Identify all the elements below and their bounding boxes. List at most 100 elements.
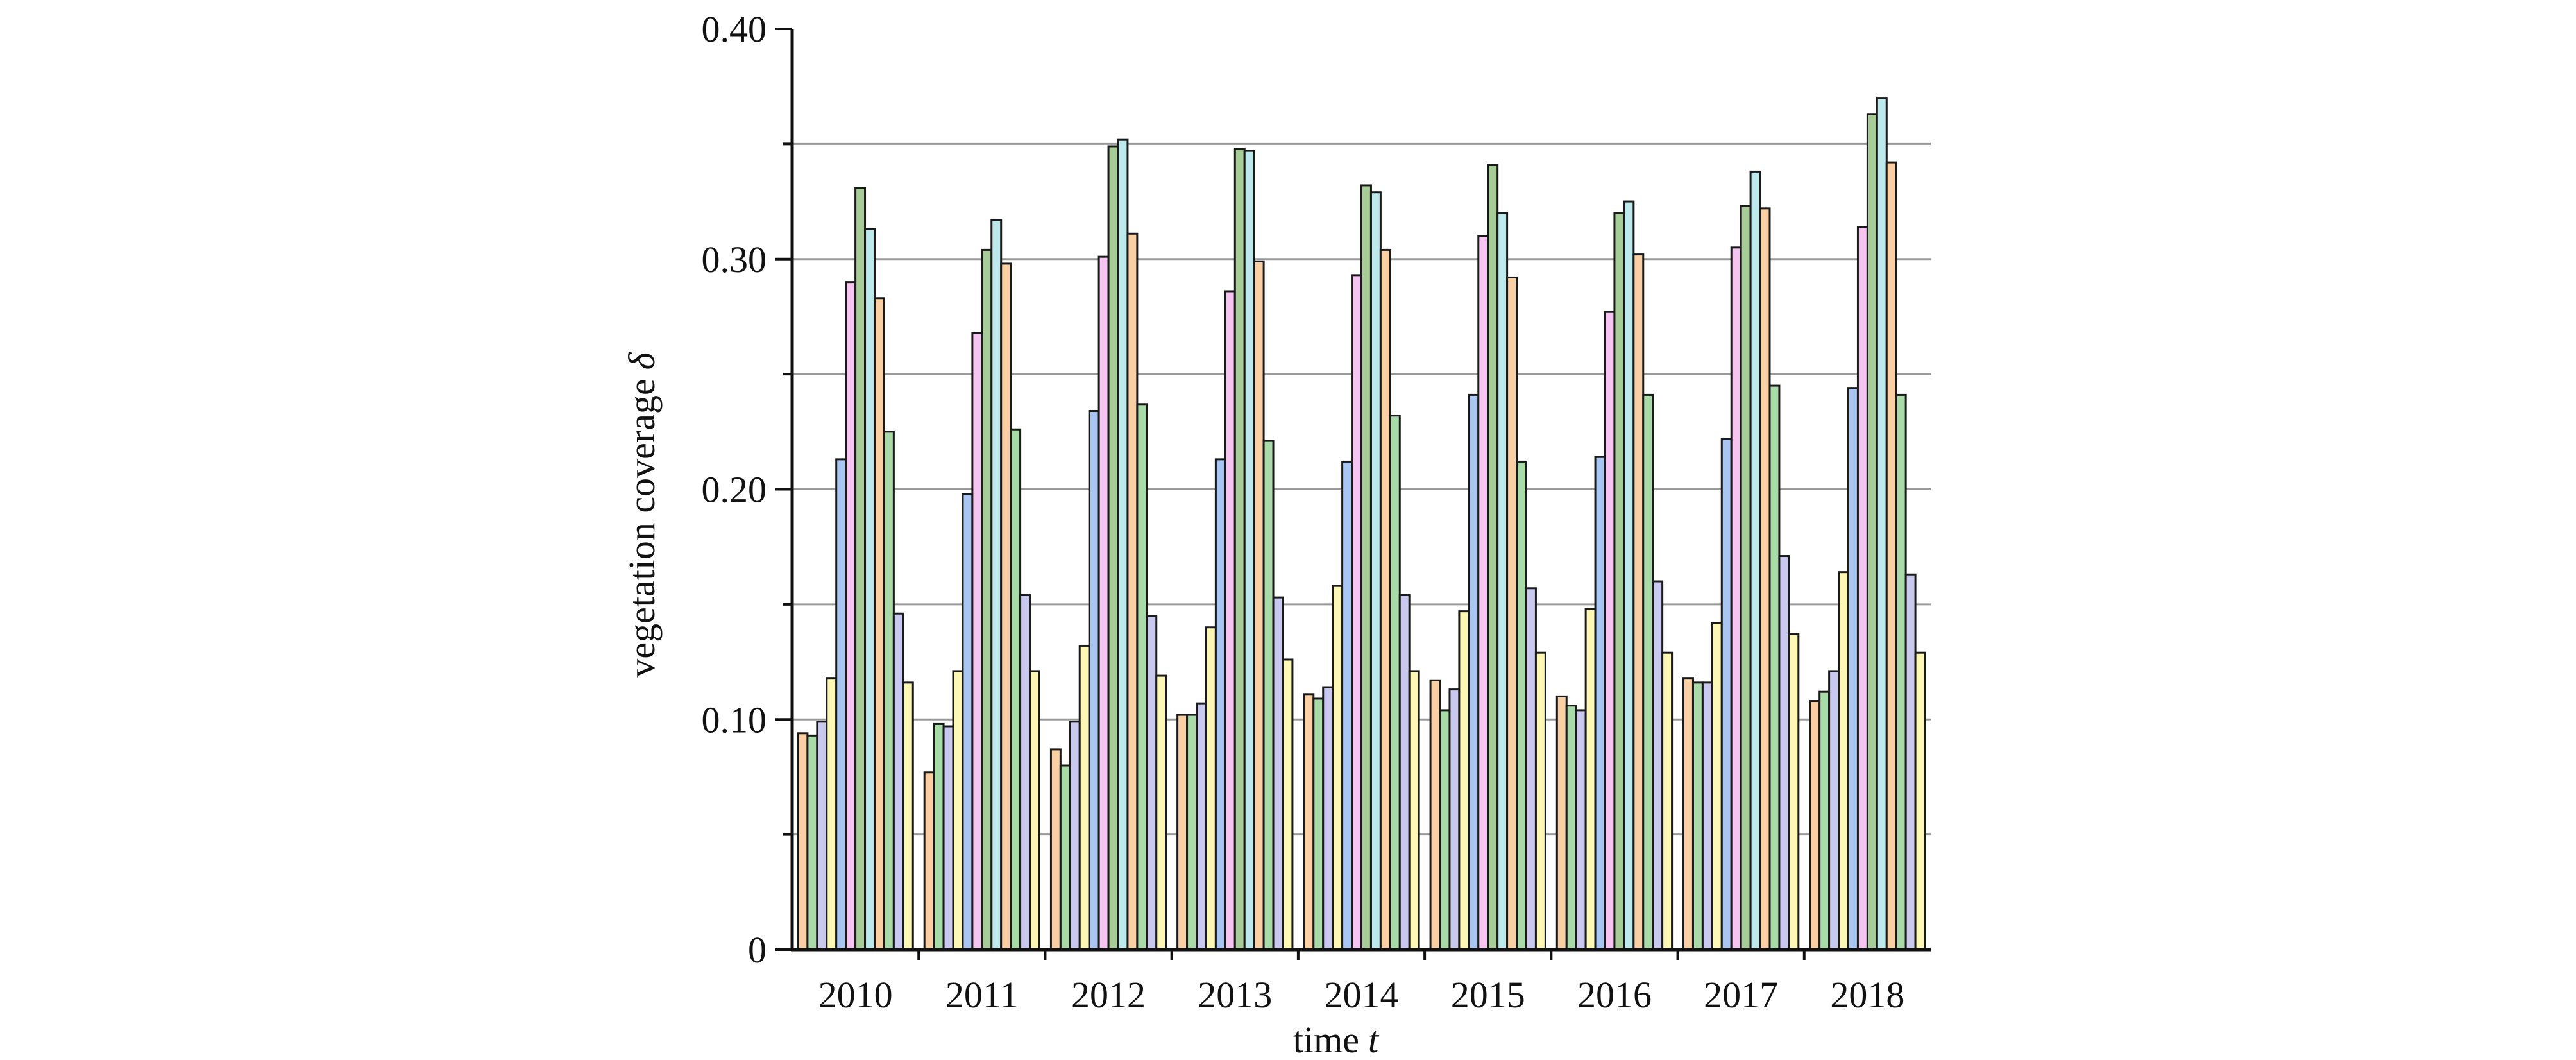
bar-2018-12 [1914,651,1926,951]
bar-2016-5 [1594,456,1606,951]
x-tick-label-2016: 2016 [1577,974,1652,1016]
bar-2015-12 [1534,651,1546,951]
bar-group-2016 [1555,200,1674,951]
y-tick-label-1: 0.10 [702,699,767,740]
bar-2018-6 [1856,226,1868,951]
x-tick-label-2010: 2010 [818,974,893,1016]
bar-2017-9 [1759,207,1771,951]
bar-2010-9 [873,297,885,951]
bar-2012-2 [1059,764,1071,951]
bar-group-2015 [1429,164,1546,951]
bar-2011-9 [1000,262,1012,951]
bar-2013-7 [1233,148,1246,951]
bar-2014-11 [1398,594,1411,951]
bar-2017-10 [1768,384,1781,951]
bar-2016-8 [1623,200,1635,951]
bar-2015-10 [1516,460,1527,951]
bar-2010-2 [806,734,818,951]
bar-2010-12 [902,681,914,951]
x-axis-title: time t [1293,1019,1380,1060]
bar-2018-1 [1809,700,1821,951]
bar-group-2017 [1682,170,1800,951]
bar-2013-6 [1224,290,1236,951]
x-tick-label-2015: 2015 [1451,974,1525,1016]
bar-2016-11 [1652,580,1664,951]
bar-2010-6 [845,281,857,951]
y-axis-title: vegetation coverage δ [621,352,663,677]
bar-2015-7 [1487,164,1499,951]
x-tick-label-2017: 2017 [1704,974,1778,1016]
bar-2017-2 [1691,681,1704,951]
bar-2017-1 [1682,677,1694,951]
bar-2015-3 [1448,688,1461,951]
bar-2015-11 [1525,587,1537,951]
bar-2014-7 [1360,184,1372,951]
bar-2016-1 [1555,695,1568,951]
bar-2013-2 [1186,714,1198,951]
bar-2011-4 [952,670,964,951]
x-tick-label-2012: 2012 [1071,974,1146,1016]
bar-2016-6 [1604,311,1616,951]
bar-2015-2 [1439,709,1451,951]
bar-2012-3 [1069,721,1081,951]
bar-2017-5 [1720,438,1733,951]
bar-2017-3 [1701,681,1713,951]
bar-2017-4 [1711,622,1723,951]
bar-2011-7 [981,248,993,951]
bar-2012-5 [1088,410,1100,951]
bar-2012-11 [1146,615,1158,951]
bar-2018-8 [1876,97,1888,951]
bar-2013-5 [1214,458,1226,951]
bar-2014-10 [1389,415,1401,951]
bar-2014-4 [1332,585,1344,951]
bar-2015-1 [1429,679,1441,951]
bar-2018-5 [1847,387,1859,951]
bar-2013-9 [1253,260,1265,951]
x-axis-title-text: time [1293,1019,1359,1060]
bar-2018-9 [1885,161,1897,951]
bar-2010-1 [797,732,809,951]
bar-2014-1 [1303,693,1315,951]
bar-2018-7 [1866,113,1878,951]
bar-2018-3 [1828,670,1840,951]
bar-2015-5 [1468,393,1480,951]
y-axis-title-text: vegetation coverage [621,379,663,677]
y-tick-label-2: 0.20 [702,469,767,511]
bar-2015-8 [1496,212,1509,951]
bar-2017-12 [1788,633,1800,951]
bar-2018-4 [1838,571,1850,951]
bar-2012-1 [1049,748,1062,951]
bar-2017-8 [1749,170,1761,951]
bar-2016-9 [1632,253,1645,951]
bar-2014-8 [1369,191,1382,951]
bar-2012-8 [1117,138,1129,951]
bar-2015-6 [1477,235,1489,951]
bar-group-2012 [1049,138,1167,951]
bar-2015-9 [1506,276,1518,951]
bar-2011-3 [942,725,954,951]
bar-2016-12 [1661,651,1674,951]
x-tick-label-2014: 2014 [1325,974,1399,1016]
bar-2016-7 [1613,212,1625,951]
y-tick-label-3: 0.30 [702,239,767,280]
y-tick-label-0: 0 [748,929,767,971]
bar-2015-4 [1458,610,1470,951]
bar-2011-8 [990,219,1003,951]
x-tick-label-2013: 2013 [1198,974,1272,1016]
bar-group-2014 [1303,184,1420,951]
bar-2010-4 [826,677,838,951]
bar-2010-10 [883,431,895,951]
bar-2014-6 [1351,274,1362,951]
bar-2017-7 [1740,205,1752,951]
bar-2012-10 [1136,403,1148,951]
bar-2014-3 [1322,686,1334,951]
bar-2011-6 [971,332,983,951]
bar-2011-12 [1029,670,1040,951]
bar-2016-3 [1575,709,1587,951]
bar-2012-4 [1078,644,1090,951]
y-tick-label-4: 0.40 [702,8,767,50]
bar-2011-10 [1010,428,1022,951]
bar-2016-10 [1642,393,1654,951]
bar-2014-9 [1379,248,1391,951]
